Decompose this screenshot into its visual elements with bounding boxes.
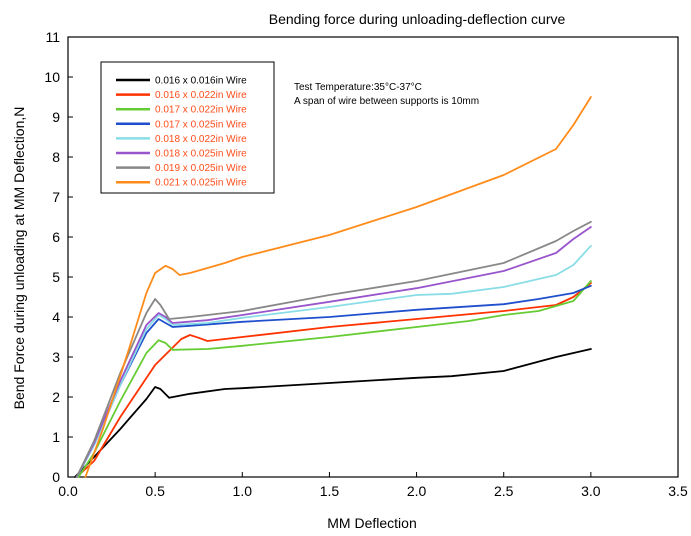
x-tick-label: 1.0 [233,483,253,499]
legend-label-6: 0.018 x 0.025in Wire [155,149,247,160]
x-tick-label: 3.5 [668,483,688,499]
legend-label-8: 0.021 x 0.025in Wire [155,178,247,189]
series-line-6 [75,226,592,478]
series-line-3 [77,280,592,478]
x-tick-label: 2.0 [407,483,427,499]
legend-label-5: 0.018 x 0.022in Wire [155,134,247,145]
series-line-8 [84,96,592,478]
series-lines [74,96,592,478]
annotation-temperature: Test Temperature:35°C-37°C [294,82,422,93]
y-tick-label: 4 [52,309,60,325]
series-line-7 [75,220,592,478]
series-line-2 [75,282,592,478]
y-axis-title: Bend Force during unloading at MM Deflec… [11,107,27,410]
plot-frame [67,36,679,478]
y-tick-label: 11 [45,29,60,45]
x-tick-label: 2.5 [494,483,514,499]
legend-label-3: 0.017 x 0.022in Wire [155,105,247,116]
legend-label-2: 0.016 x 0.022in Wire [155,90,247,101]
x-axis: 0.0 0.5 1.0 1.5 2.0 2.5 3.0 3.5 [58,472,688,499]
y-tick-label: 7 [52,189,60,205]
annotations: Test Temperature:35°C-37°C A span of wir… [294,82,479,107]
y-tick-label: 2 [52,389,60,405]
annotation-span: A span of wire between supports is 10mm [294,96,479,107]
legend-box [100,61,275,194]
x-tick-label: 1.5 [320,483,340,499]
y-tick-label: 8 [52,149,60,165]
legend-label-7: 0.019 x 0.025in Wire [155,163,247,174]
y-tick-label: 1 [52,429,60,445]
x-tick-label: 0.5 [145,483,165,499]
y-axis: 0 1 2 3 4 5 6 7 8 9 10 11 [44,29,73,485]
legend: 0.016 x 0.016in Wire 0.016 x 0.022in Wire… [100,61,275,194]
x-tick-label: 0.0 [58,483,78,499]
y-tick-label: 0 [52,469,60,485]
series-line-1 [74,348,592,478]
y-tick-label: 3 [52,349,60,365]
y-tick-label: 9 [52,109,60,125]
chart-title: Bending force during unloading-deflectio… [269,11,566,27]
legend-label-1: 0.016 x 0.016in Wire [155,76,247,87]
y-tick-label: 10 [44,69,60,85]
y-tick-label: 6 [52,229,60,245]
plot-area [67,36,679,478]
x-tick-label: 3.0 [581,483,601,499]
legend-label-4: 0.017 x 0.025in Wire [155,119,247,130]
x-axis-title: MM Deflection [327,515,416,531]
series-line-5 [75,244,592,478]
y-tick-label: 5 [52,269,60,285]
